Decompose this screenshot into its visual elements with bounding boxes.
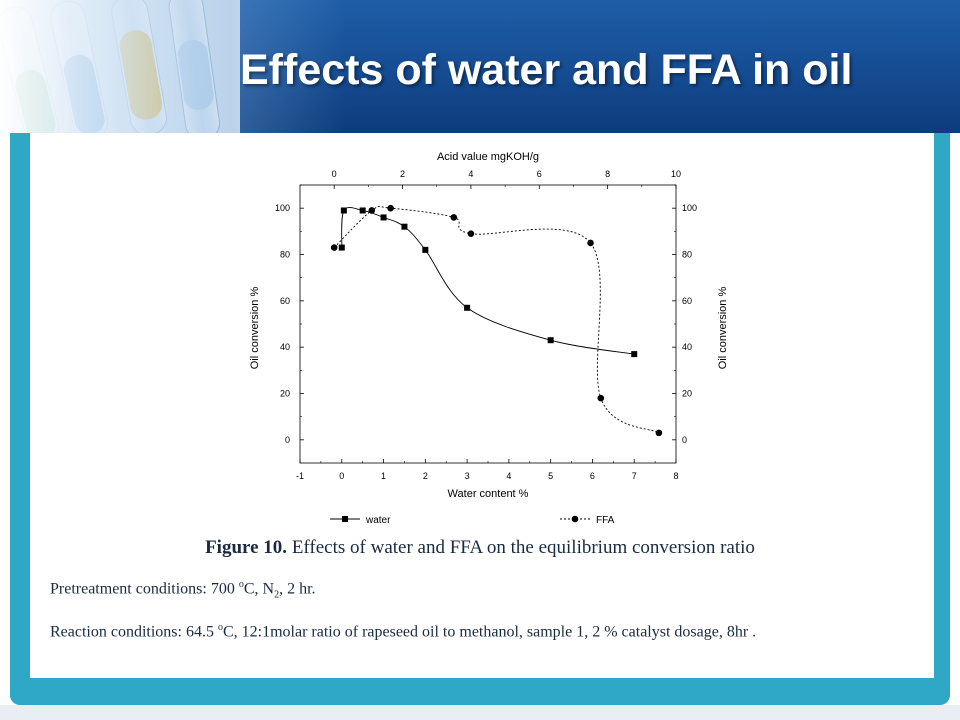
data-point-water <box>380 214 387 221</box>
reaction-conditions: Reaction conditions: 64.5 oC, 12:1molar … <box>50 617 910 643</box>
data-point-water <box>631 351 638 358</box>
figure-label: Figure 10. <box>205 537 288 558</box>
x-tick-label: 8 <box>673 471 678 481</box>
x-tick-label: 1 <box>381 471 386 481</box>
y-tick-label-left: 20 <box>280 389 290 399</box>
top-x-tick-label: 10 <box>671 169 681 179</box>
top-x-tick-label: 8 <box>605 169 610 179</box>
pretreatment-prefix: Pretreatment conditions: 700 <box>50 580 239 598</box>
top-x-tick-label: 6 <box>537 169 542 179</box>
legend-marker-water <box>342 516 348 522</box>
pretreatment-mid: C, N <box>243 580 275 598</box>
y-tick-label-right: 80 <box>682 250 692 260</box>
data-point-water <box>422 246 429 253</box>
legend-label-water: water <box>365 515 391 526</box>
x-tick-label: 7 <box>632 471 637 481</box>
data-point-ffa <box>368 207 376 214</box>
legend-marker-ffa <box>571 515 579 523</box>
data-point-water <box>547 337 554 344</box>
top-x-tick-label: 2 <box>400 169 405 179</box>
degree-sup: o <box>238 579 244 590</box>
data-point-water <box>401 223 408 230</box>
legend-label-ffa: FFA <box>596 515 615 526</box>
y-tick-label-left: 60 <box>280 296 290 306</box>
x-tick-label: -1 <box>296 471 304 481</box>
y-axis-label-right: Oil conversion % <box>717 287 729 370</box>
y-axis-label-left: Oil conversion % <box>249 287 261 370</box>
content-panel: -1 0 1 2 3 4 5 6 7 8 0 2 4 6 8 10 0 0 20 20 40 40 60 60 80 80 100 1… <box>30 133 934 678</box>
data-point-ffa <box>387 204 394 212</box>
y-tick-label-right: 100 <box>682 203 697 213</box>
y-tick-label-right: 60 <box>682 296 692 306</box>
x-axis-label: Water content % <box>448 488 529 500</box>
figure-caption: Figure 10. Effects of water and FFA on t… <box>50 537 910 559</box>
pretreatment-conditions: Pretreatment conditions: 700 oC, N2, 2 h… <box>50 579 910 601</box>
header-highlight <box>0 0 960 133</box>
plot-frame <box>299 184 677 464</box>
pretreatment-suffix: , 2 hr. <box>279 580 316 598</box>
figure-caption-text: Effects of water and FFA on the equilibr… <box>291 537 755 558</box>
footer-strip <box>0 705 960 720</box>
top-x-axis-label: Acid value mgKOH/g <box>437 151 539 163</box>
data-point-ffa <box>655 429 663 437</box>
data-point-water <box>338 244 345 251</box>
x-tick-label: 3 <box>465 471 470 481</box>
x-tick-label: 5 <box>548 471 553 481</box>
series-line-water <box>341 207 635 355</box>
x-tick-label: 2 <box>423 471 428 481</box>
x-tick-label: 0 <box>339 471 344 481</box>
data-point-ffa <box>467 230 475 237</box>
top-x-tick-label: 0 <box>332 169 337 179</box>
y-tick-label-left: 0 <box>285 435 290 445</box>
slide-title: Effects of water and FFA in oil <box>240 46 853 94</box>
data-point-ffa <box>450 214 458 221</box>
data-point-water <box>340 207 347 214</box>
x-tick-label: 4 <box>506 471 511 481</box>
y-tick-label-right: 40 <box>682 342 692 352</box>
data-point-water <box>464 304 471 311</box>
top-x-tick-label: 4 <box>468 169 473 179</box>
series-line-ffa <box>333 205 660 434</box>
reaction-prefix: Reaction conditions: 64.5 <box>50 623 218 641</box>
n2-sub: 2 <box>274 589 280 601</box>
y-tick-label-right: 20 <box>682 389 692 399</box>
y-tick-label-left: 40 <box>280 342 290 352</box>
data-point-ffa <box>587 239 594 247</box>
y-tick-label-right: 0 <box>682 435 687 445</box>
data-point-water <box>359 207 366 214</box>
x-tick-label: 6 <box>590 471 595 481</box>
data-point-ffa <box>330 244 338 251</box>
y-tick-label-left: 80 <box>280 250 290 260</box>
y-tick-label-left: 100 <box>275 203 290 213</box>
data-point-ffa <box>597 394 605 402</box>
reaction-suffix: C, 12:1molar ratio of rapeseed oil to me… <box>222 623 757 641</box>
degree-sup-2: o <box>217 622 223 633</box>
